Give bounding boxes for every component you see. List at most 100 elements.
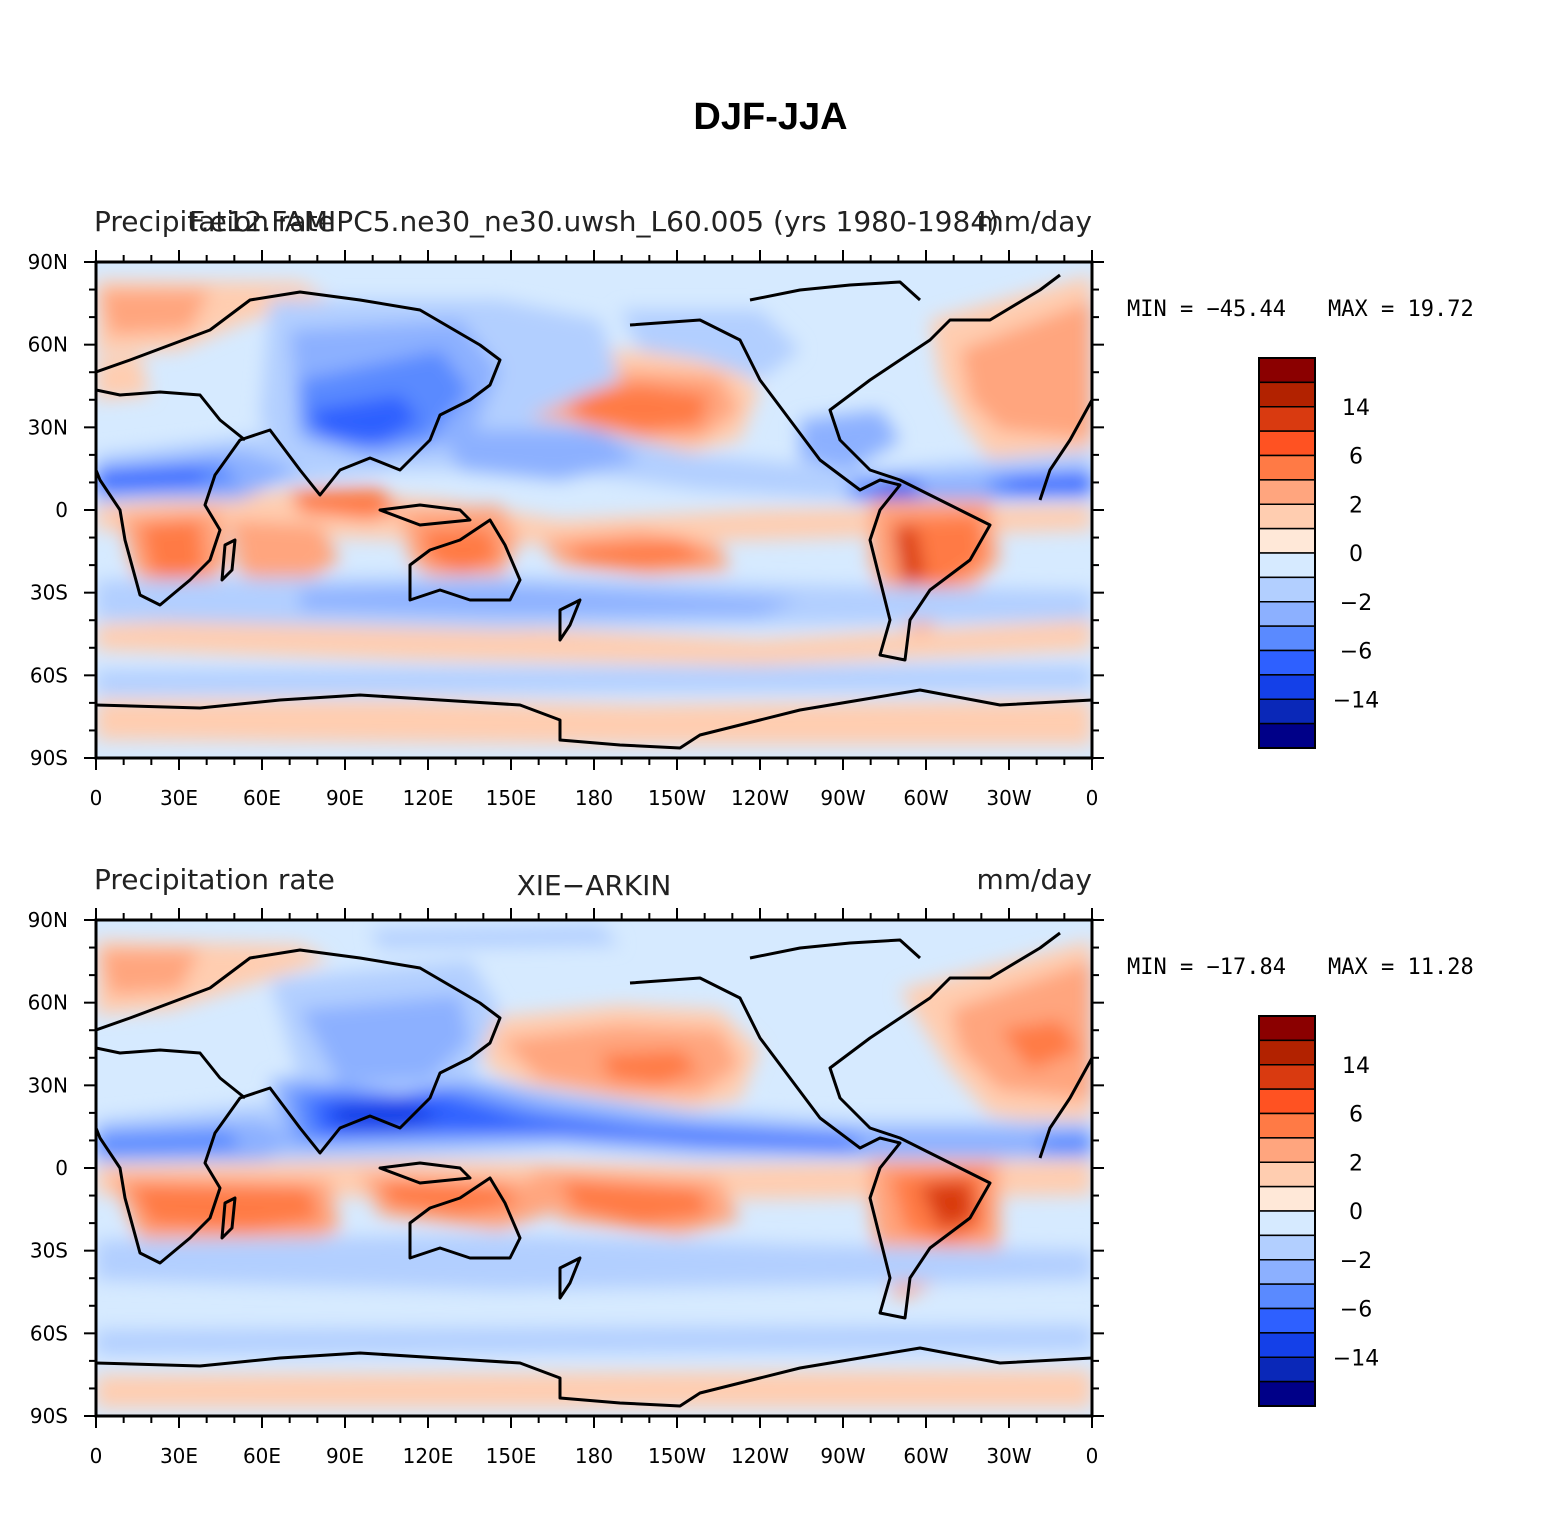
colorbar-box bbox=[1258, 503, 1316, 530]
colorbar-label: 14 bbox=[1342, 396, 1370, 421]
colorbar-box bbox=[1258, 1039, 1316, 1066]
colorbar-label: −6 bbox=[1340, 640, 1372, 665]
variable-label: Precipitation rate bbox=[94, 205, 335, 238]
colorbar-label: −2 bbox=[1340, 591, 1372, 616]
units-label: mm/day bbox=[977, 205, 1093, 238]
colorbar-box bbox=[1258, 698, 1316, 725]
lon-tick-label: 90W bbox=[820, 786, 865, 810]
colorbar-label: −2 bbox=[1340, 1249, 1372, 1274]
lon-tick-label: 30E bbox=[160, 1444, 198, 1468]
map-ticks bbox=[84, 250, 1104, 770]
map-ticks bbox=[84, 908, 1104, 1428]
min-label: MIN = −17.84 bbox=[1127, 955, 1286, 980]
colorbar-box bbox=[1258, 552, 1316, 579]
colorbar-label: 0 bbox=[1349, 1200, 1363, 1225]
colorbar-label: −6 bbox=[1340, 1298, 1372, 1323]
colorbar-box bbox=[1258, 1332, 1316, 1358]
lon-tick-label: 0 bbox=[90, 786, 103, 810]
lon-tick-label: 180 bbox=[575, 1444, 613, 1468]
colorbar-box bbox=[1258, 1088, 1316, 1115]
lon-tick-label: 30W bbox=[986, 1444, 1031, 1468]
map-panel-model: Precipitation rate F.e12.FAMIPC5.ne30_ne… bbox=[28, 205, 1474, 810]
colorbar-label: 6 bbox=[1349, 1103, 1363, 1128]
lon-tick-label: 60E bbox=[243, 1444, 281, 1468]
lat-tick-label: 30S bbox=[30, 1239, 68, 1263]
colorbar-box bbox=[1258, 1137, 1316, 1163]
colorbar-box bbox=[1258, 454, 1316, 481]
colorbar-box bbox=[1258, 430, 1316, 457]
lat-tick-label: 60S bbox=[30, 663, 68, 687]
lon-tick-label: 30W bbox=[986, 786, 1031, 810]
colorbar-box bbox=[1258, 722, 1316, 749]
colorbar-box bbox=[1258, 1380, 1316, 1407]
colorbar-box bbox=[1258, 1185, 1316, 1212]
colorbar-box bbox=[1258, 357, 1316, 384]
colorbar-label: 2 bbox=[1349, 1151, 1363, 1176]
lat-tick-label: 90S bbox=[30, 746, 68, 770]
lon-tick-label: 90E bbox=[326, 1444, 364, 1468]
lat-tick-label: 90N bbox=[28, 250, 68, 274]
colorbar-box bbox=[1258, 601, 1316, 627]
lat-tick-label: 90S bbox=[30, 1404, 68, 1428]
figure-title: DJF-JJA bbox=[693, 96, 848, 138]
lat-tick-label: 90N bbox=[28, 908, 68, 932]
units-label: mm/day bbox=[977, 863, 1093, 896]
colorbar: 14 6 2 0 −2 −6 −14 bbox=[1258, 357, 1379, 749]
lon-tick-label: 90W bbox=[820, 1444, 865, 1468]
lon-tick-label: 150W bbox=[648, 786, 706, 810]
colorbar-label: 0 bbox=[1349, 542, 1363, 567]
colorbar-box bbox=[1258, 1259, 1316, 1285]
colorbar-box bbox=[1258, 1210, 1316, 1237]
colorbar-label: −14 bbox=[1333, 688, 1379, 713]
colorbar: 14 6 2 0 −2 −6 −14 bbox=[1258, 1015, 1379, 1407]
colorbar-box bbox=[1258, 527, 1316, 554]
lat-tick-label: 30N bbox=[28, 1073, 68, 1097]
colorbar-box bbox=[1258, 1356, 1316, 1383]
lat-tick-label: 60S bbox=[30, 1321, 68, 1345]
colorbar-box bbox=[1258, 1307, 1316, 1334]
lon-tick-label: 0 bbox=[1086, 786, 1099, 810]
lon-tick-label: 120E bbox=[403, 1444, 454, 1468]
colorbar-box bbox=[1258, 1161, 1316, 1188]
coastlines bbox=[96, 273, 1092, 750]
colorbar-box bbox=[1258, 576, 1316, 603]
lon-tick-label: 120W bbox=[731, 786, 789, 810]
colorbar-label: 14 bbox=[1342, 1054, 1370, 1079]
variable-label: Precipitation rate bbox=[94, 863, 335, 896]
colorbar-box bbox=[1258, 406, 1316, 432]
lon-tick-label: 60W bbox=[903, 786, 948, 810]
case-label: F.e12.FAMIPC5.ne30_ne30.uwsh_L60.005 (yr… bbox=[189, 205, 999, 238]
max-label: MAX = 19.72 bbox=[1328, 297, 1474, 322]
lon-tick-label: 90E bbox=[326, 786, 364, 810]
lon-tick-label: 150W bbox=[648, 1444, 706, 1468]
lon-tick-label: 0 bbox=[1086, 1444, 1099, 1468]
case-label: XIE−ARKIN bbox=[517, 869, 672, 902]
colorbar-box bbox=[1258, 625, 1316, 652]
coastlines bbox=[96, 931, 1092, 1408]
colorbar-box bbox=[1258, 1283, 1316, 1310]
lon-tick-label: 30E bbox=[160, 786, 198, 810]
lat-tick-label: 30N bbox=[28, 415, 68, 439]
max-label: MAX = 11.28 bbox=[1328, 955, 1474, 980]
lon-tick-label: 150E bbox=[486, 1444, 537, 1468]
colorbar-label: 6 bbox=[1349, 445, 1363, 470]
lon-tick-label: 60E bbox=[243, 786, 281, 810]
colorbar-label: 2 bbox=[1349, 493, 1363, 518]
colorbar-box bbox=[1258, 674, 1316, 700]
lon-tick-label: 180 bbox=[575, 786, 613, 810]
colorbar-box bbox=[1258, 1064, 1316, 1090]
map-panel-obs: Precipitation rate XIE−ARKIN mm/day bbox=[28, 863, 1474, 1468]
colorbar-box bbox=[1258, 381, 1316, 408]
min-label: MIN = −45.44 bbox=[1127, 297, 1286, 322]
lat-tick-label: 0 bbox=[55, 498, 68, 522]
colorbar-box bbox=[1258, 1015, 1316, 1042]
lat-tick-label: 60N bbox=[28, 991, 68, 1015]
lon-tick-label: 120W bbox=[731, 1444, 789, 1468]
lat-tick-label: 0 bbox=[55, 1156, 68, 1180]
colorbar-box bbox=[1258, 479, 1316, 505]
colorbar-box bbox=[1258, 1234, 1316, 1261]
precipitation-field bbox=[96, 920, 1092, 1416]
lon-tick-label: 120E bbox=[403, 786, 454, 810]
colorbar-box bbox=[1258, 649, 1316, 676]
colorbar-box bbox=[1258, 1112, 1316, 1139]
